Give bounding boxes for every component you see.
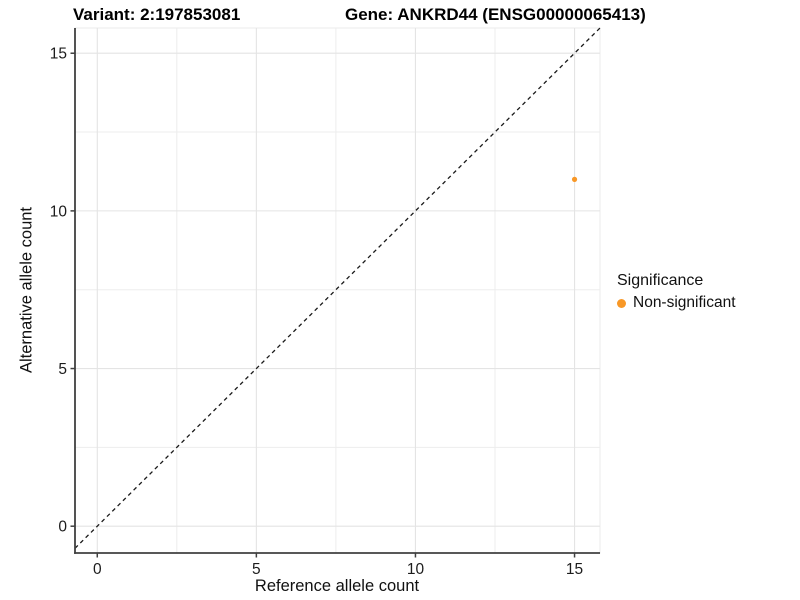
legend-point-icon [617,298,626,308]
legend-title: Significance [617,272,704,289]
x-tick-label: 10 [407,561,425,578]
legend: Significance Non-significant [617,272,736,312]
identity-line [74,27,601,549]
y-tick-label: 5 [58,361,67,378]
y-tick-label: 10 [50,203,68,220]
variant-title: Variant: 2:197853081 [73,5,241,24]
x-tick-label: 5 [252,561,261,578]
x-tick-label: 15 [566,561,583,578]
data-point [571,176,578,182]
x-tick-label: 0 [93,561,102,578]
gene-title: Gene: ANKRD44 (ENSG00000065413) [345,5,646,24]
y-tick-label: 15 [50,46,67,63]
y-tick-label: 0 [58,519,67,536]
x-axis-label: Reference allele count [254,577,420,595]
y-axis-label: Alternative allele count [17,206,36,374]
legend-item-non-significant: Non-significant [617,294,736,312]
legend-item-label: Non-significant [633,294,736,311]
plot-panel [74,27,601,554]
